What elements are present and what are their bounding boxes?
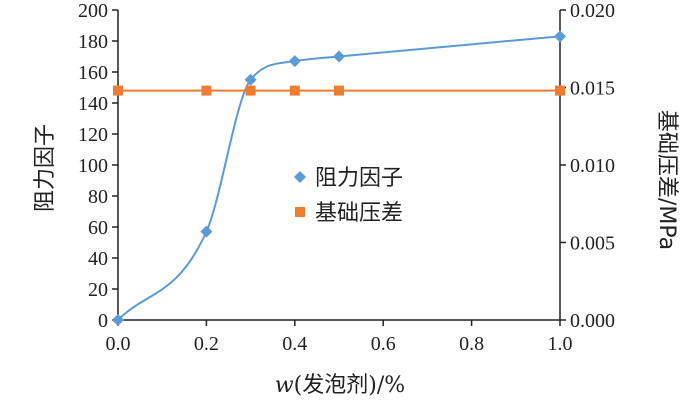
y-right-tick-label: 0.015	[570, 78, 615, 100]
y-left-tick-label: 200	[78, 0, 108, 22]
data-point-resistance-factor	[244, 73, 257, 86]
x-tick-label: 0.0	[106, 333, 131, 355]
y-left-tick-label: 100	[78, 155, 108, 177]
x-tick-label: 0.2	[194, 333, 219, 355]
y-left-tick-label: 20	[88, 279, 108, 301]
x-axis-title: w(发泡剂)/%	[275, 373, 405, 398]
x-tick-label: 0.6	[371, 333, 396, 355]
x-tick-label: 0.8	[459, 333, 484, 355]
x-tick-label: 1.0	[548, 333, 573, 355]
y-left-tick-label: 80	[88, 186, 108, 208]
x-axis-title-rest: (发泡剂)/%	[294, 373, 405, 398]
y-left-tick-label: 180	[78, 31, 108, 53]
y-left-tick-label: 0	[98, 310, 108, 332]
x-axis-title-italic: w	[275, 373, 294, 398]
y-right-tick-label: 0.000	[570, 310, 615, 332]
legend: 阻力因子 基础压差	[294, 166, 403, 226]
data-point-resistance-factor	[554, 30, 566, 43]
x-tick-label: 0.4	[282, 333, 307, 355]
data-point-resistance-factor	[112, 314, 124, 326]
y-right-tick-label: 0.010	[570, 155, 615, 177]
legend-marker-square	[295, 207, 305, 217]
data-point-base-pressure	[334, 85, 344, 96]
data-point-base-pressure	[289, 85, 300, 96]
tick-labels: 0.0 0.2 0.4 0.6 0.8 1.0 0 20 40 60 80 100 120 140 160 1…	[78, 0, 615, 355]
data-point-resistance-factor	[200, 225, 213, 238]
data-point-resistance-factor	[333, 50, 345, 63]
y-right-tick-label: 0.020	[570, 0, 615, 22]
y-left-tick-label: 60	[88, 217, 108, 239]
y-axis-left-title: 阻力因子	[33, 124, 58, 212]
y-left-tick-label: 140	[78, 93, 108, 115]
y-right-tick-label: 0.005	[570, 233, 615, 255]
data-point-base-pressure	[245, 85, 256, 96]
y-left-tick-label: 40	[88, 248, 108, 270]
series-layer	[112, 30, 566, 326]
data-point-base-pressure	[113, 85, 123, 96]
y-left-tick-label: 120	[78, 124, 108, 146]
legend-marker-diamond	[294, 171, 306, 183]
legend-label-base-pressure-difference: 基础压差	[315, 201, 403, 226]
legend-label-resistance-factor: 阻力因子	[315, 166, 403, 191]
series-resistance-factor-line	[117, 35, 561, 321]
data-point-base-pressure	[201, 85, 212, 96]
data-point-resistance-factor	[288, 55, 301, 68]
y-left-tick-label: 160	[78, 62, 108, 84]
y-axis-right-title: 基础压差/MPa	[654, 110, 679, 250]
axes	[112, 9, 566, 326]
data-point-base-pressure	[555, 85, 565, 96]
